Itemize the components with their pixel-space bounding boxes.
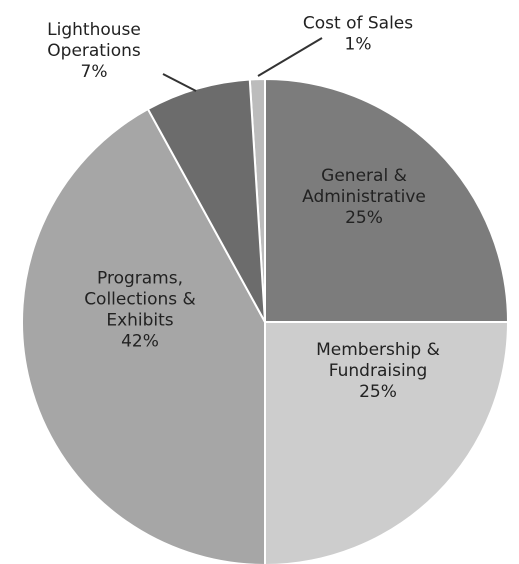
slice-name-line: Programs, (97, 269, 183, 289)
slice-name-line: Fundraising (329, 361, 427, 381)
slice-label-programs-collections-exhibits: Programs, Collections & Exhibits 42% (84, 269, 196, 352)
slice-name-line: Operations (47, 41, 141, 61)
slice-name-line: Collections & (84, 290, 196, 310)
pie-labels: Cost of Sales 1%General & Administrative 25… (47, 14, 440, 403)
slice-name-line: Cost of Sales (303, 14, 413, 34)
slice-name-line: Membership & (316, 340, 440, 360)
slice-percent: 25% (345, 208, 383, 228)
leader-line-cost-of-sales (257, 37, 323, 77)
leader-line-lighthouse-operations (162, 73, 197, 92)
pie-slice-programs-collections-exhibits (21, 107, 266, 564)
slice-label-membership-fundraising: Membership & Fundraising 25% (316, 340, 440, 402)
slice-percent: 42% (121, 332, 159, 352)
pie-slice-lighthouse-operations (146, 78, 266, 323)
slice-percent: 7% (81, 62, 108, 82)
slice-label-lighthouse-operations: Lighthouse Operations 7% (47, 20, 141, 82)
leader-lines (162, 37, 323, 92)
pie-slice-membership-fundraising (264, 321, 510, 564)
slice-name-line: General & (321, 166, 407, 186)
slice-percent: 25% (359, 382, 397, 402)
pie-slices (21, 77, 510, 564)
slice-label-cost-of-sales: Cost of Sales 1% (303, 14, 413, 55)
slice-name-line: Administrative (302, 187, 426, 207)
slice-percent: 1% (345, 35, 372, 55)
slice-label-general-administrative: General & Administrative 25% (302, 166, 426, 228)
slice-name-line: Lighthouse (47, 20, 141, 40)
slice-name-line: Exhibits (106, 311, 173, 331)
pie-slice-general-administrative (264, 77, 510, 323)
